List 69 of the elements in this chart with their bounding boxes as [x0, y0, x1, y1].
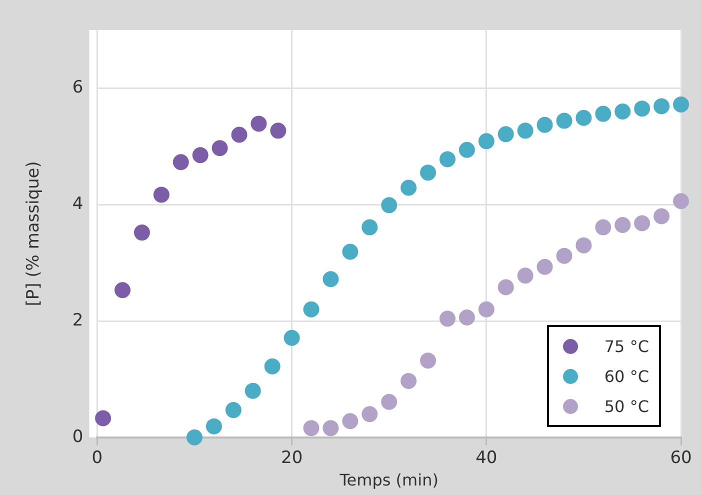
point — [206, 418, 222, 434]
point — [342, 244, 358, 260]
point — [420, 164, 436, 181]
legend-label: 75 °C — [604, 336, 649, 356]
point — [439, 310, 456, 327]
point — [212, 140, 228, 156]
point — [420, 352, 436, 369]
point — [264, 358, 280, 374]
point — [322, 420, 339, 436]
point — [478, 133, 494, 150]
point — [362, 219, 378, 236]
point — [517, 122, 534, 139]
point — [576, 110, 592, 126]
point — [284, 330, 300, 346]
x-tick-label: 0 — [92, 448, 103, 468]
point — [362, 406, 378, 422]
point — [95, 410, 112, 426]
point — [536, 116, 553, 133]
point — [381, 197, 398, 214]
point — [654, 208, 670, 224]
point — [381, 394, 398, 410]
point — [614, 103, 631, 120]
x-tick-label: 40 — [476, 448, 498, 468]
point — [576, 237, 592, 254]
point — [498, 126, 514, 142]
y-tick-label: 2 — [72, 310, 84, 330]
legend-label: 50 °C — [604, 396, 649, 416]
point — [634, 100, 650, 117]
point — [172, 154, 189, 170]
point — [478, 301, 494, 318]
y-tick-label: 6 — [72, 78, 84, 98]
y-tick-label: 0 — [72, 426, 84, 447]
point — [192, 147, 208, 164]
point — [244, 382, 261, 399]
point — [673, 96, 689, 112]
point — [498, 279, 514, 296]
point — [536, 258, 553, 275]
x-tick-label: 20 — [280, 448, 303, 468]
point — [654, 98, 670, 114]
point — [225, 402, 242, 418]
point — [303, 420, 320, 436]
point — [322, 271, 339, 288]
point — [400, 372, 417, 389]
point — [614, 216, 631, 233]
legend-label: 60 °C — [604, 366, 649, 386]
point — [303, 301, 320, 318]
point — [186, 429, 203, 446]
point — [458, 310, 475, 326]
point — [595, 219, 612, 236]
x-tick-label: 60 — [670, 448, 692, 468]
point — [556, 112, 572, 129]
point — [250, 116, 267, 132]
point — [270, 122, 286, 139]
point — [556, 248, 572, 264]
point — [673, 193, 689, 210]
point — [634, 215, 650, 232]
point — [458, 142, 475, 158]
point — [153, 186, 170, 203]
point — [400, 180, 417, 196]
point — [114, 282, 131, 298]
point — [342, 413, 358, 430]
point — [595, 106, 612, 122]
y-axis-title: [P] (% massique) — [24, 161, 44, 306]
point — [517, 268, 534, 284]
point — [231, 126, 248, 143]
point — [134, 224, 150, 241]
point — [439, 151, 456, 168]
x-axis-title: Temps (min) — [338, 470, 438, 490]
y-tick-label: 4 — [72, 194, 84, 214]
